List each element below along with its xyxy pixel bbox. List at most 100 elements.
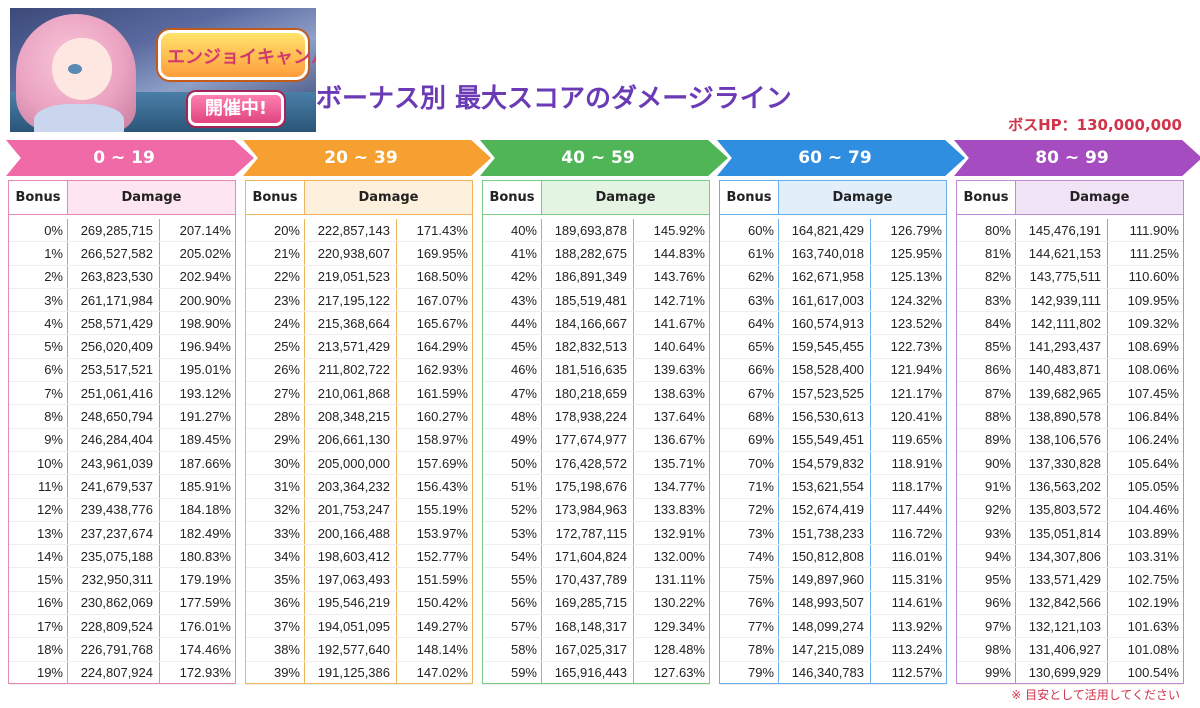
bonus-cell: 85% <box>957 335 1016 358</box>
damage-cell: 194,051,095 <box>305 615 397 638</box>
table-row: 32% 201,753,247 155.19% <box>246 498 472 522</box>
bonus-cell: 86% <box>957 358 1016 382</box>
damage-cell: 205,000,000 <box>305 451 397 475</box>
damage-cell: 138,890,578 <box>1016 405 1108 428</box>
table-row: 92% 135,803,572 104.46% <box>957 498 1183 522</box>
damage-cell: 148,099,274 <box>779 615 871 638</box>
table-row: 96% 132,842,566 102.19% <box>957 591 1183 616</box>
column-header-damage: Damage <box>121 190 182 205</box>
table-row: 43% 185,519,481 142.71% <box>483 288 709 313</box>
damage-cell: 142,111,802 <box>1016 312 1108 335</box>
bonus-cell: 96% <box>957 591 1016 615</box>
damage-cell: 141,293,437 <box>1016 335 1108 358</box>
percent-cell: 116.72% <box>891 525 942 541</box>
bonus-cell: 4% <box>9 312 68 335</box>
table-header: Bonus Damage <box>720 181 946 215</box>
percent-cell: 131.11% <box>654 572 705 588</box>
table-row: 28% 208,348,215 160.27% <box>246 405 472 429</box>
bonus-cell: 42% <box>483 265 542 288</box>
table-body: 60% 164,821,429 126.79% 61% 163,740,018 125.9… <box>720 215 946 685</box>
table-row: 72% 152,674,419 117.44% <box>720 498 946 522</box>
column-header-bonus: Bonus <box>720 181 779 214</box>
damage-cell: 222,857,143 <box>305 219 397 242</box>
damage-cell: 191,125,386 <box>305 661 397 684</box>
bonus-cell: 37% <box>246 615 305 638</box>
percent-cell: 149.27% <box>416 618 468 634</box>
percent-cell: 127.63% <box>653 665 705 681</box>
percent-cell: 108.06% <box>1127 362 1179 378</box>
bonus-cell: 15% <box>9 568 68 591</box>
table-header: Bonus Damage <box>246 181 472 215</box>
bonus-cell: 73% <box>720 521 779 545</box>
damage-cell: 182,832,513 <box>542 335 634 358</box>
damage-cell: 210,061,868 <box>305 382 397 405</box>
table-row: 48% 178,938,224 137.64% <box>483 405 709 429</box>
damage-cell: 168,148,317 <box>542 615 634 638</box>
table-row: 15% 232,950,311 179.19% <box>9 568 235 592</box>
bonus-cell: 49% <box>483 428 542 451</box>
bonus-cell: 75% <box>720 568 779 591</box>
percent-cell: 132.00% <box>653 548 705 564</box>
table-row: 47% 180,218,659 138.63% <box>483 382 709 406</box>
percent-cell: 160.27% <box>416 409 468 425</box>
damage-cell: 158,528,400 <box>779 358 871 382</box>
bonus-cell: 36% <box>246 591 305 615</box>
table-row: 70% 154,579,832 118.91% <box>720 451 946 476</box>
table-row: 27% 210,061,868 161.59% <box>246 382 472 406</box>
damage-table-1: Bonus Damage 20% 222,857,143 171.43% 21% 220,9… <box>245 180 473 685</box>
bonus-cell: 99% <box>957 661 1016 684</box>
damage-cell: 241,679,537 <box>68 475 160 498</box>
percent-cell: 156.43% <box>416 478 468 494</box>
percent-cell: 138.63% <box>653 385 705 401</box>
damage-cell: 258,571,429 <box>68 312 160 335</box>
percent-cell: 152.77% <box>416 548 468 564</box>
event-status-badge: 開催中! <box>188 92 284 126</box>
bonus-cell: 67% <box>720 382 779 405</box>
column-header-damage: Damage <box>358 190 419 205</box>
table-row: 53% 172,787,115 132.91% <box>483 521 709 546</box>
table-row: 39% 191,125,386 147.02% <box>246 661 472 685</box>
table-row: 57% 168,148,317 129.34% <box>483 615 709 639</box>
table-row: 33% 200,166,488 153.97% <box>246 521 472 546</box>
table-row: 54% 171,604,824 132.00% <box>483 545 709 569</box>
damage-cell: 162,671,958 <box>779 265 871 288</box>
damage-cell: 164,821,429 <box>779 219 871 242</box>
bonus-cell: 10% <box>9 451 68 475</box>
percent-cell: 142.71% <box>653 292 705 308</box>
damage-cell: 181,516,635 <box>542 358 634 382</box>
percent-cell: 124.32% <box>890 292 942 308</box>
bonus-cell: 92% <box>957 498 1016 521</box>
percent-cell: 108.69% <box>1127 339 1179 355</box>
damage-cell: 243,961,039 <box>68 451 160 475</box>
damage-cell: 167,025,317 <box>542 638 634 661</box>
percent-cell: 174.46% <box>179 641 231 657</box>
table-row: 87% 139,682,965 107.45% <box>957 382 1183 406</box>
percent-cell: 115.31% <box>891 572 942 588</box>
percent-cell: 165.67% <box>416 315 468 331</box>
table-row: 94% 134,307,806 103.31% <box>957 545 1183 569</box>
percent-cell: 157.69% <box>416 455 468 471</box>
bonus-cell: 14% <box>9 545 68 568</box>
percent-cell: 102.19% <box>1127 595 1179 611</box>
table-row: 66% 158,528,400 121.94% <box>720 358 946 383</box>
table-row: 3% 261,171,984 200.90% <box>9 288 235 313</box>
table-row: 21% 220,938,607 169.95% <box>246 242 472 266</box>
bonus-cell: 33% <box>246 521 305 545</box>
damage-cell: 140,483,871 <box>1016 358 1108 382</box>
damage-cell: 159,545,455 <box>779 335 871 358</box>
bonus-cell: 9% <box>9 428 68 451</box>
bonus-cell: 17% <box>9 615 68 638</box>
percent-cell: 155.19% <box>416 502 468 518</box>
table-row: 98% 131,406,927 101.08% <box>957 638 1183 662</box>
damage-cell: 185,519,481 <box>542 288 634 312</box>
percent-cell: 139.63% <box>653 362 705 378</box>
table-row: 74% 150,812,808 116.01% <box>720 545 946 569</box>
percent-cell: 161.59% <box>416 385 468 401</box>
damage-cell: 160,574,913 <box>779 312 871 335</box>
bonus-cell: 40% <box>483 219 542 242</box>
bonus-cell: 44% <box>483 312 542 335</box>
table-row: 62% 162,671,958 125.13% <box>720 265 946 289</box>
percent-cell: 137.64% <box>653 409 705 425</box>
column-header-bonus: Bonus <box>9 181 68 214</box>
bonus-cell: 21% <box>246 242 305 265</box>
